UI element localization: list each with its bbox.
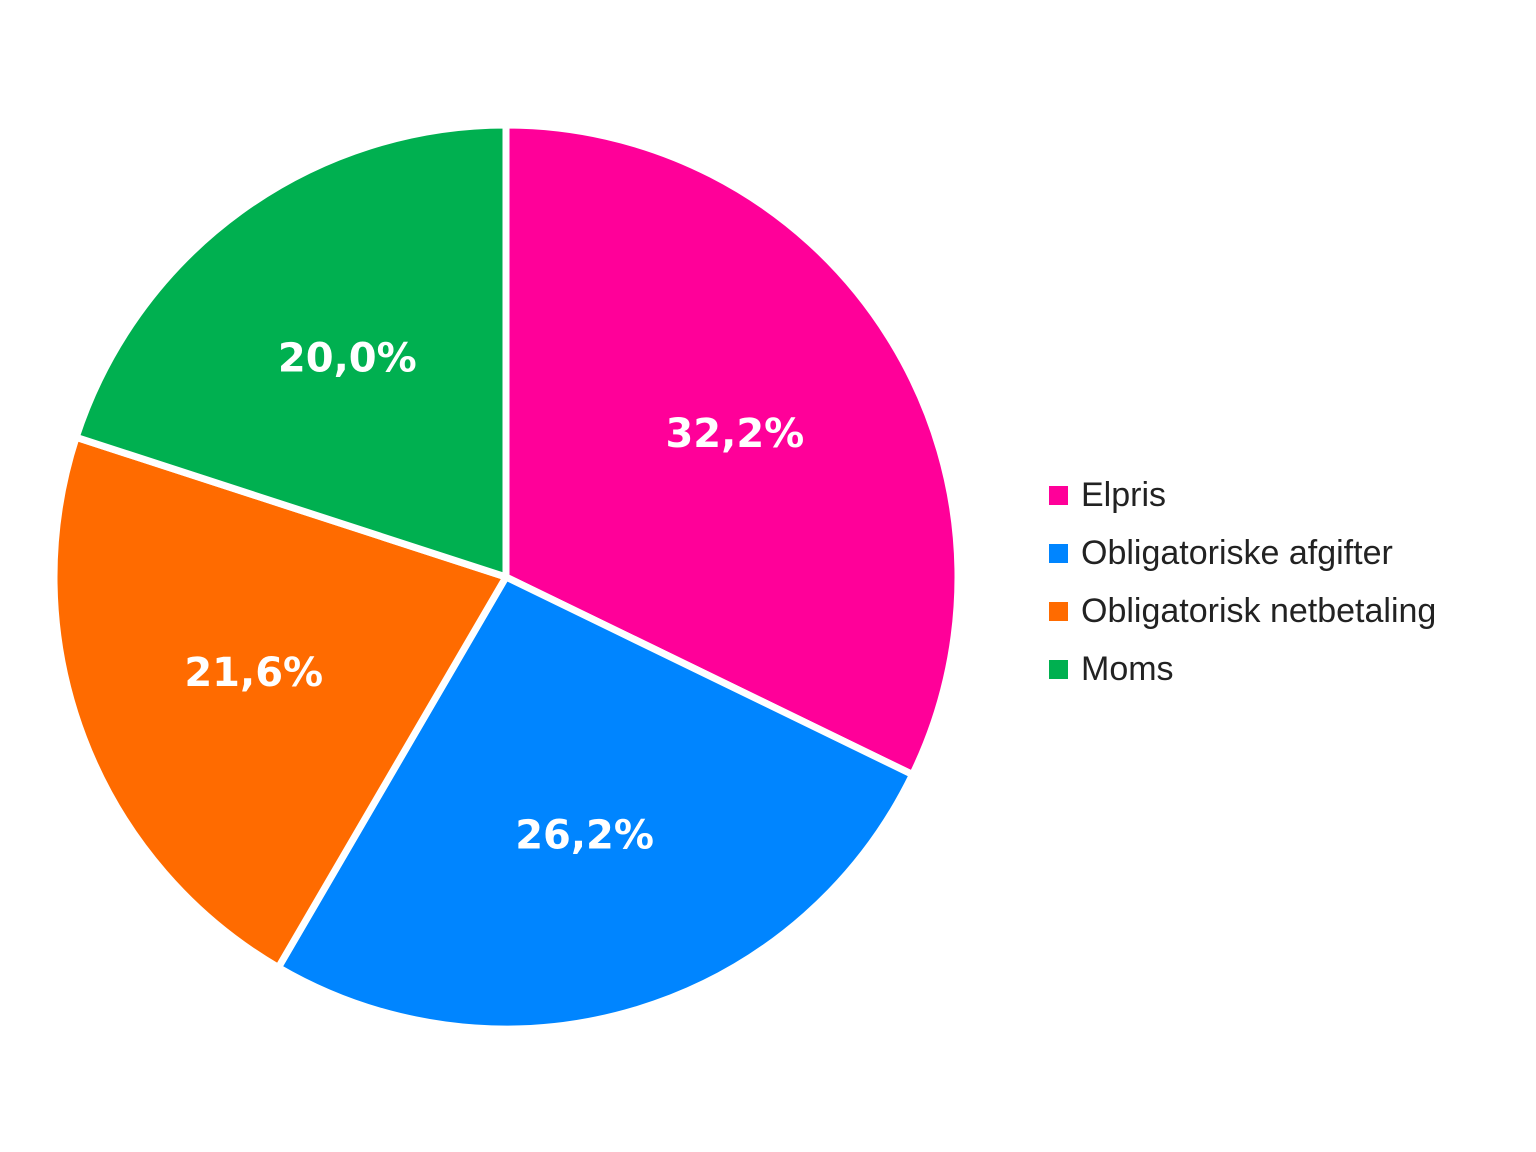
- pie-slice-1: [274, 573, 917, 1033]
- legend: Elpris Obligatoriske afgifter Obligatori…: [1049, 466, 1436, 698]
- legend-label: Obligatorisk netbetaling: [1081, 591, 1437, 630]
- pie-slice-2: [50, 433, 510, 971]
- legend-label: Obligatoriske afgifter: [1081, 533, 1393, 572]
- legend-swatch: [1049, 659, 1068, 679]
- slice-value-label: 32,2%: [665, 411, 804, 457]
- slice-value-label: 21,6%: [184, 650, 323, 696]
- legend-item-elpris: Elpris: [1049, 466, 1436, 524]
- slice-value-label: 26,2%: [515, 812, 654, 858]
- legend-swatch: [1049, 543, 1068, 563]
- pie-slice-3: [72, 121, 510, 581]
- pie-slices: [50, 121, 962, 1033]
- legend-label: Moms: [1081, 649, 1174, 688]
- legend-label: Elpris: [1081, 475, 1167, 514]
- legend-swatch: [1049, 601, 1068, 621]
- legend-swatch: [1049, 485, 1068, 505]
- legend-item-obligatorisk-netbetaling: Obligatorisk netbetaling: [1049, 582, 1436, 640]
- slice-value-label: 20,0%: [278, 336, 417, 382]
- legend-item-obligatoriske-afgifter: Obligatoriske afgifter: [1049, 524, 1436, 582]
- legend-item-moms: Moms: [1049, 640, 1436, 698]
- pie-labels: 32,2% 26,2% 21,6% 20,0%: [184, 336, 804, 859]
- pie-slice-0: [502, 121, 962, 779]
